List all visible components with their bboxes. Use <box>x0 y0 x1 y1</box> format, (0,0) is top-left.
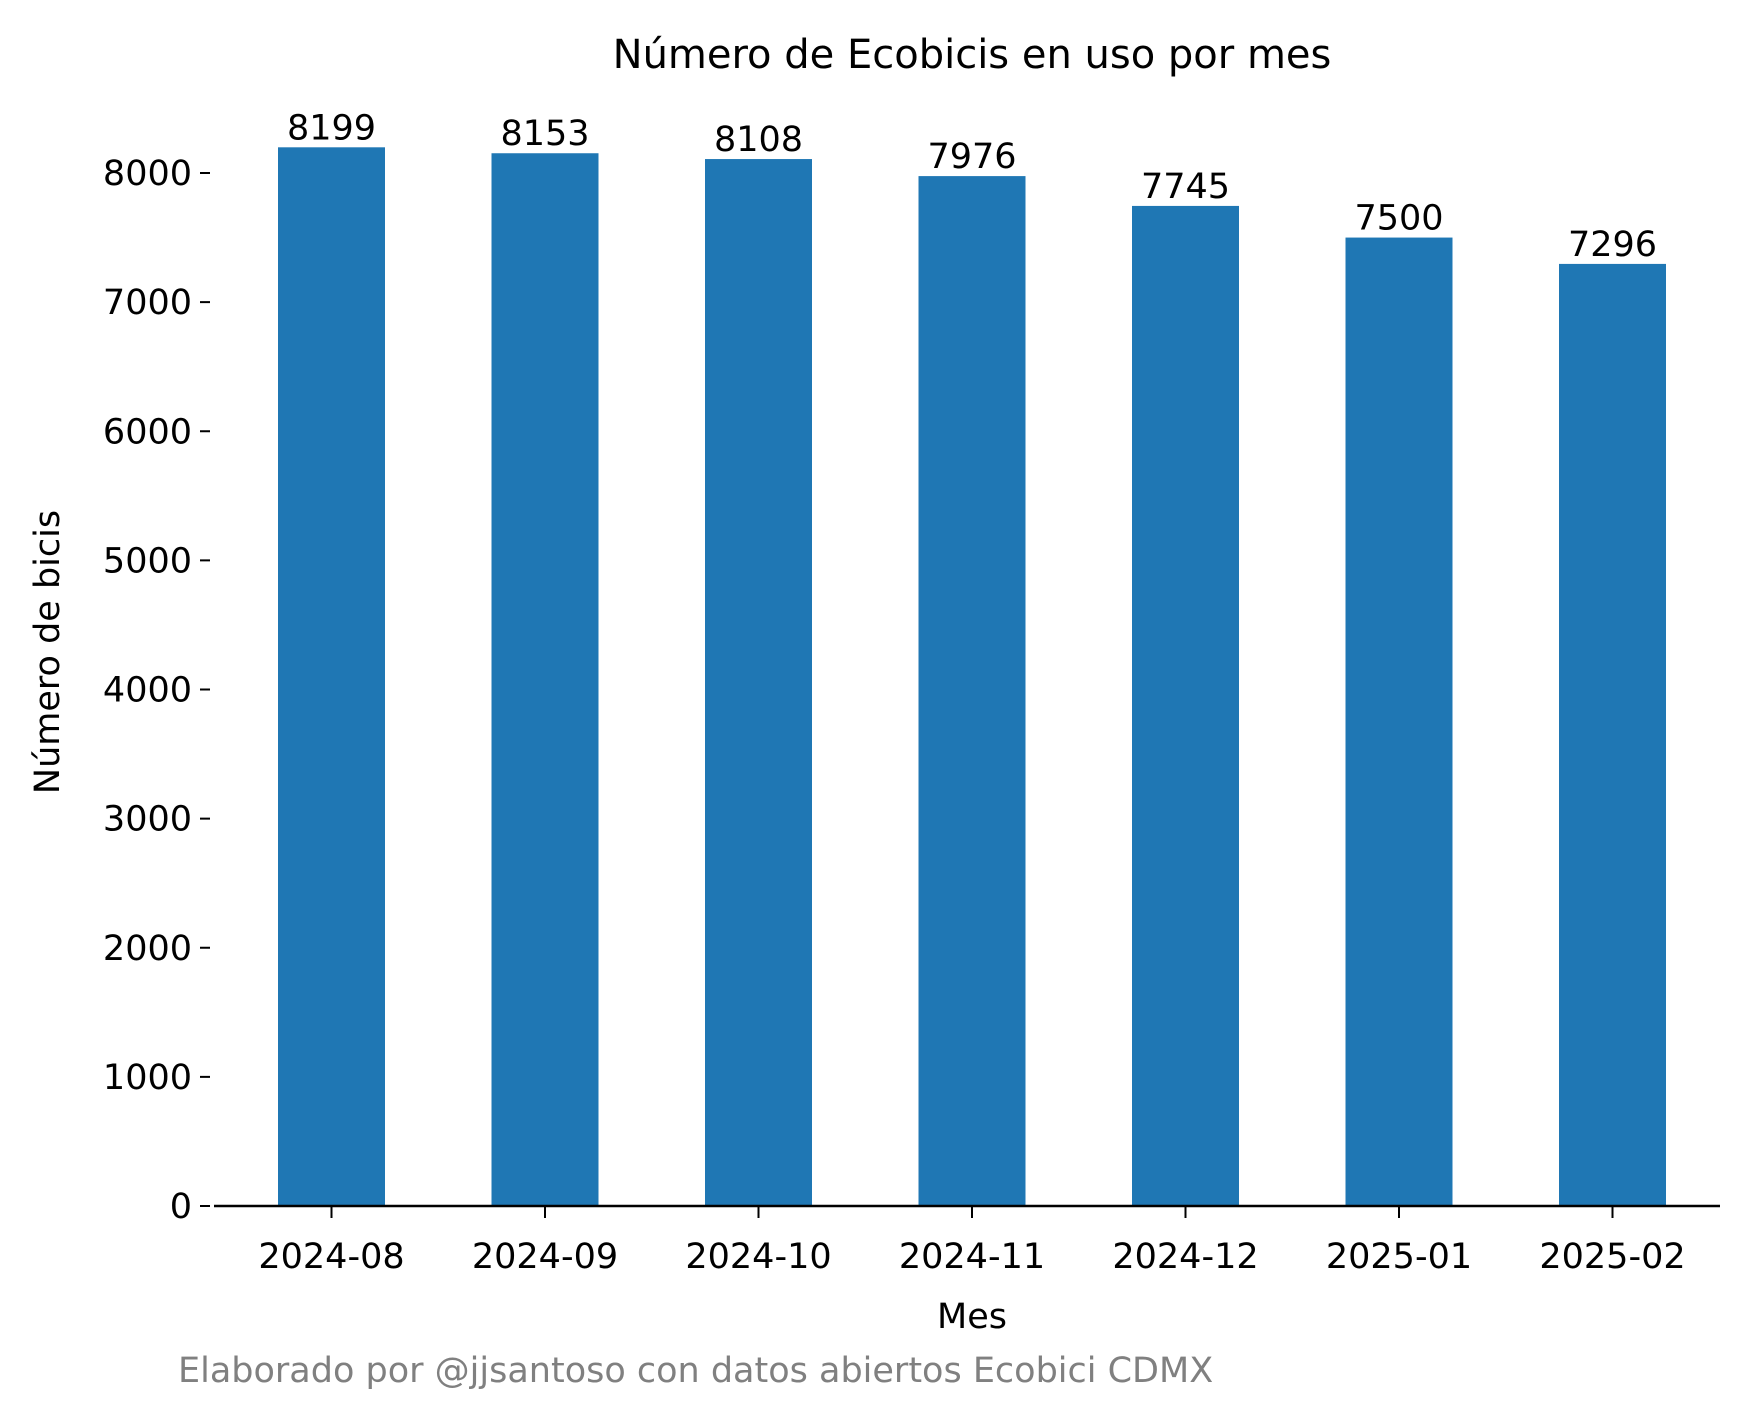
y-tick-label: 1000 <box>103 1058 192 1098</box>
y-tick-label: 6000 <box>103 412 192 452</box>
x-axis: 2024-08 2024-09 2024-10 2024-11 2024-12 2025-… <box>214 1204 1720 1277</box>
bar-value-label: 7500 <box>1354 199 1443 239</box>
bar <box>1132 205 1239 1206</box>
y-tick-label: 2000 <box>103 929 192 969</box>
x-tick-label: 2024-10 <box>685 1237 831 1277</box>
x-tick-label: 2024-11 <box>899 1237 1045 1277</box>
bar <box>1345 237 1453 1206</box>
y-tick-label: 5000 <box>103 541 192 581</box>
x-tick-label: 2024-09 <box>472 1237 618 1277</box>
bars <box>278 147 1666 1207</box>
source-caption: Elaborado por @jjsantoso con datos abier… <box>178 1351 1213 1391</box>
bar-labels: 8199 8153 8108 7976 7745 7500 7296 <box>287 108 1657 265</box>
bar-value-label: 8108 <box>714 120 803 160</box>
x-axis-label: Mes <box>937 1297 1007 1337</box>
bar-value-label: 8199 <box>287 108 376 148</box>
x-tick-label: 2024-12 <box>1112 1237 1258 1277</box>
x-tick-label: 2024-08 <box>258 1237 404 1277</box>
y-tick-label: 4000 <box>103 671 192 711</box>
bar-value-label: 7976 <box>927 137 1016 177</box>
y-tick-label: 0 <box>170 1187 192 1227</box>
bar-value-label: 7745 <box>1141 167 1230 207</box>
bar <box>705 159 812 1207</box>
chart-title: Número de Ecobicis en uso por mes <box>613 32 1332 78</box>
y-tick-label: 7000 <box>103 283 192 323</box>
bar <box>278 147 385 1207</box>
bar <box>1559 263 1666 1206</box>
x-tick-label: 2025-02 <box>1539 1237 1685 1277</box>
y-tick-label: 8000 <box>103 154 192 194</box>
bar-value-label: 7296 <box>1568 225 1657 265</box>
y-axis: 0 1000 2000 3000 4000 5000 6000 7000 8000 <box>103 154 210 1227</box>
bar-value-label: 8153 <box>500 114 589 154</box>
bar <box>491 153 599 1206</box>
x-tick-label: 2025-01 <box>1326 1237 1472 1277</box>
y-tick-label: 3000 <box>103 800 192 840</box>
bar <box>918 176 1026 1206</box>
y-axis-label: Número de bicis <box>28 510 68 794</box>
